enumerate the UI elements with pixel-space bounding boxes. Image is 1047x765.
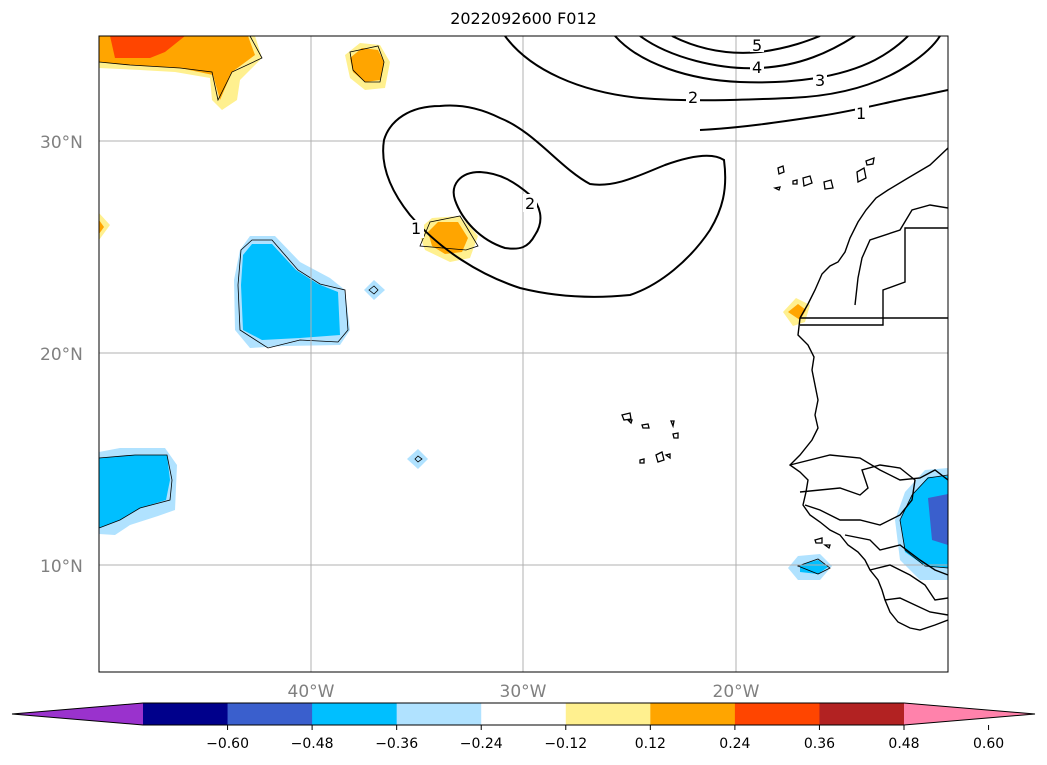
colorbar-block	[396, 703, 482, 725]
contour-5	[671, 36, 821, 54]
contour-2-south	[452, 170, 542, 250]
colorbar-tick-label: 0.48	[888, 736, 919, 752]
colorbar-block	[565, 703, 651, 725]
map-frame	[98, 35, 949, 673]
colorbar-block	[481, 703, 567, 725]
islands	[621, 156, 875, 550]
contour-label-2-south: 2	[525, 194, 535, 213]
map-area: 5 4 3 2 1 2 1	[99, 36, 948, 672]
colorbar-block	[143, 703, 229, 725]
colorbar-tick-label: −0.36	[375, 736, 418, 752]
colorbar-tick-label: −0.48	[291, 736, 334, 752]
colorbar-tick-label: 0.36	[804, 736, 835, 752]
colorbar-block	[312, 703, 398, 725]
lon-label-40w: 40°W	[288, 682, 335, 702]
colorbar-block	[650, 703, 736, 725]
lat-label-20n: 20°N	[40, 345, 83, 365]
map-title: 2022092600 F012	[450, 9, 597, 28]
coastline	[788, 147, 948, 631]
colorbar-outline	[11, 702, 1036, 726]
contour-1	[382, 104, 727, 298]
colorbar-block	[819, 703, 905, 725]
hot-anomaly-core	[110, 36, 185, 58]
contour-2-north	[504, 36, 941, 102]
lon-label-30w: 30°W	[500, 682, 547, 702]
contour-label-3: 3	[815, 71, 825, 90]
anomaly-outlines	[99, 36, 948, 575]
anomaly-fills	[99, 36, 948, 580]
colorbar-tick-label: −0.24	[460, 736, 503, 752]
contour-labels: 5 4 3 2 1 2 1	[410, 36, 869, 238]
colorbar-block	[227, 703, 313, 725]
colorbar-tick-label: −0.60	[206, 736, 249, 752]
gridlines	[99, 36, 948, 672]
colorbar-tick-label: 0.24	[719, 736, 750, 752]
lon-label-20w: 20°W	[713, 682, 760, 702]
lat-label-10n: 10°N	[40, 557, 83, 577]
colorbar-tick-label: 0.60	[973, 736, 1004, 752]
colorbar-ticks: −0.60 −0.48 −0.36 −0.24 −0.12 0.12 0.24 0.36 0.4…	[206, 725, 1004, 752]
contour-1-north	[699, 89, 948, 131]
contour-label-5: 5	[752, 36, 762, 55]
contour-label-4: 4	[752, 58, 762, 77]
colorbar-extend-min	[12, 703, 143, 725]
colorbar-extend-max	[904, 703, 1035, 725]
colorbar-tick-label: −0.12	[544, 736, 587, 752]
lat-label-30n: 30°N	[40, 133, 83, 153]
contour-3	[614, 36, 909, 84]
cool-anomaly-core	[241, 244, 340, 340]
contour-label-2: 2	[688, 88, 698, 107]
colorbar: −0.60 −0.48 −0.36 −0.24 −0.12 0.12 0.24 0.36 0.4…	[11, 702, 1036, 752]
colorbar-tick-label: 0.12	[635, 736, 666, 752]
colorbar-block	[734, 703, 820, 725]
contour-label-1: 1	[856, 104, 866, 123]
colorbar-blocks	[12, 703, 1035, 725]
contour-label-1-west: 1	[411, 219, 421, 238]
